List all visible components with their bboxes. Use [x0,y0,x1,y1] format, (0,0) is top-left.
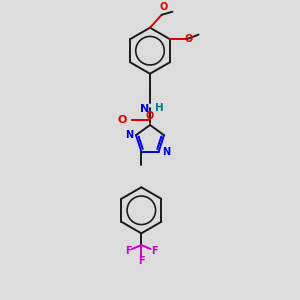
Text: F: F [138,256,145,266]
Text: N: N [140,104,149,114]
Text: H: H [154,103,164,113]
Text: N: N [162,147,170,157]
Text: O: O [184,34,193,44]
Text: F: F [125,245,132,256]
Text: O: O [159,2,167,12]
Text: O: O [118,115,127,125]
Text: F: F [151,245,158,256]
Text: N: N [125,130,133,140]
Text: O: O [146,111,154,121]
